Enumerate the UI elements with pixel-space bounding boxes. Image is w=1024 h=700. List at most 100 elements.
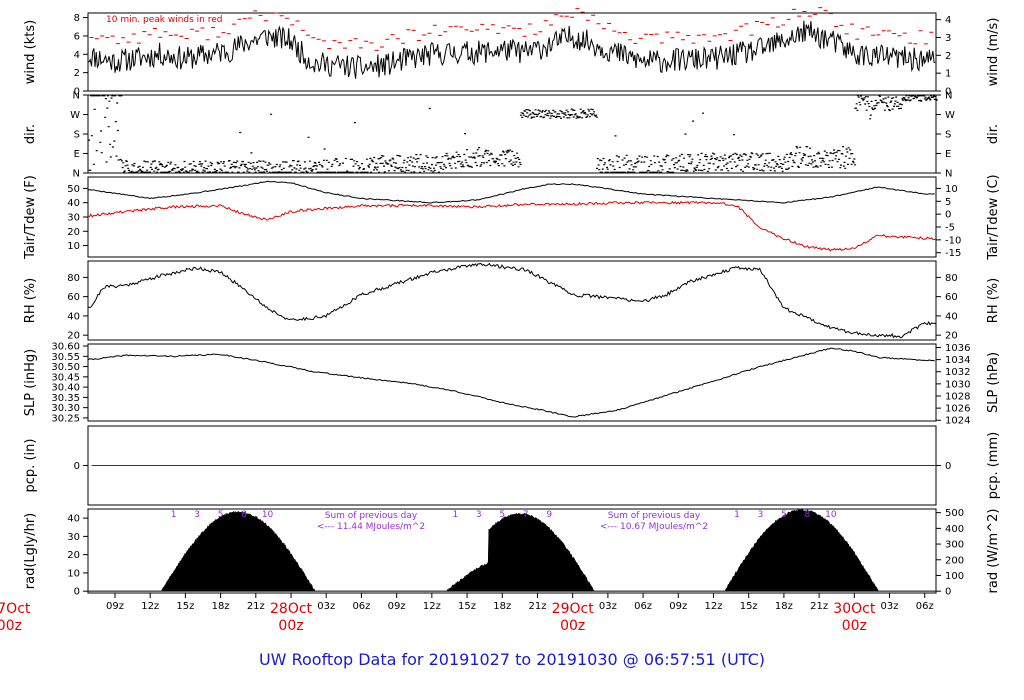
temp-left-tick-label-3: 40 (67, 198, 80, 209)
rad-hour-mark-6: 3 (476, 510, 482, 520)
panel-frame-rh (87, 260, 937, 341)
rad-hour-mark-12: 5 (781, 510, 787, 520)
rad-right-tick-label-3: 300 (945, 540, 964, 551)
wind-ylabel-right: wind (m/s) (986, 18, 1001, 87)
slp-left-tick-label-4: 30.45 (51, 372, 80, 383)
rad-sum-line1-1: Sum of previous day (608, 511, 701, 521)
rad-hour-mark-10: 1 (734, 510, 740, 520)
date-hour-label-3: 00z (842, 618, 867, 634)
hour-label-7: 09z (388, 601, 406, 612)
pcp-right-tick-label-0: 0 (945, 461, 951, 472)
hour-label-14: 09z (669, 601, 687, 612)
temp-right-tick-label-5: 10 (945, 184, 958, 195)
slp-right-tick-label-3: 1030 (945, 379, 970, 390)
rad-series-day-2 (444, 512, 595, 592)
rad-right-tick-label-1: 100 (945, 571, 964, 582)
hour-label-13: 06z (634, 601, 652, 612)
slp-ylabel: SLP (inHg) (23, 349, 38, 417)
slp-right-tick-label-0: 1024 (945, 416, 970, 427)
wind-left-tick-label-3: 6 (74, 31, 80, 42)
time-axis: 09z 12z 15z 18z 21z 03z 06z 09z 12z 15z 18z 21z 03z 0… (0, 593, 934, 634)
slp-left-tick-label-0: 30.25 (51, 413, 80, 424)
rad-hour-mark-11: 3 (758, 510, 764, 520)
temp-left-tick-label-4: 50 (67, 184, 80, 195)
hour-label-12: 03z (599, 601, 617, 612)
slp-series (87, 347, 935, 418)
rh-right-tick-label-0: 20 (945, 331, 958, 342)
temp-right-tick-label-2: -5 (945, 223, 955, 234)
hour-label-2: 15z (176, 601, 194, 612)
slp-left-tick-label-2: 30.35 (51, 393, 80, 404)
hour-label-6: 06z (352, 601, 370, 612)
rad-hour-mark-8: 7 (523, 510, 529, 520)
hour-label-19: 03z (881, 601, 899, 612)
temp-ylabel-right: Tair/Tdew (C) (986, 174, 1001, 260)
rad-series-day-3 (724, 508, 880, 592)
rad-hour-mark-3: 8 (241, 510, 247, 520)
rad-ylabel-right: rad (W/m^2) (986, 509, 1001, 594)
temp-right-tick-label-4: 5 (945, 197, 951, 208)
hour-label-18: 21z (810, 601, 828, 612)
hour-label-0: 09z (106, 601, 124, 612)
page-title: UW Rooftop Data for 20191027 to 20191030… (259, 650, 765, 669)
dir-right-tick-label-4: N (945, 91, 952, 102)
dir-series (88, 95, 938, 173)
tair-series (87, 180, 935, 204)
rh-left-tick-label-1: 40 (67, 311, 80, 322)
pcp-ylabel: pcp. (in) (23, 439, 38, 493)
hour-label-9: 15z (458, 601, 476, 612)
rad-hour-mark-0: 1 (171, 510, 177, 520)
rad-left-tick-label-0: 0 (74, 587, 80, 598)
panel-frame-temp (87, 176, 937, 258)
rad-sum-line2-0: <--- 11.44 MJoules/m^2 (317, 522, 425, 532)
rad-left-tick-label-2: 20 (67, 550, 80, 561)
rad-series-day-1 (160, 510, 316, 592)
wind-left-tick-label-1: 2 (74, 68, 80, 79)
wind-series (87, 20, 936, 79)
hour-label-1: 12z (141, 601, 159, 612)
temp-ylabel: Tair/Tdew (F) (23, 175, 38, 260)
dir-ylabel-right: dir. (986, 124, 1001, 144)
date-label-3: 30Oct (833, 601, 876, 617)
panel-frame-dir (87, 94, 937, 174)
dir-left-tick-label-4: N (73, 91, 80, 102)
temp-left-tick-label-1: 20 (67, 227, 80, 238)
rad-left-tick-label-4: 40 (67, 514, 80, 525)
date-hour-label-1: 00z (278, 618, 303, 634)
dir-left-tick-label-0: N (73, 169, 80, 180)
date-hour-label-2: 00z (560, 618, 585, 634)
rad-left-tick-label-3: 30 (67, 532, 80, 543)
dir-right-tick-label-1: E (945, 149, 951, 160)
rad-sum-line2-1: <--- 10.67 MJoules/m^2 (600, 522, 708, 532)
rh-left-tick-label-2: 60 (67, 292, 80, 303)
wind-right-tick-label-2: 2 (945, 51, 951, 62)
rad-right-tick-label-0: 0 (945, 587, 951, 598)
dir-right-tick-label-2: S (945, 130, 951, 141)
rh-right-tick-label-3: 80 (945, 273, 958, 284)
wind-left-tick-label-2: 4 (74, 50, 80, 61)
dir-right-tick-label-3: W (945, 110, 955, 121)
slp-left-tick-label-5: 30.50 (51, 362, 80, 373)
slp-right-tick-label-6: 1036 (945, 343, 970, 354)
rad-hour-mark-7: 5 (499, 510, 505, 520)
wind-right-tick-label-3: 3 (945, 33, 951, 44)
hour-label-5: 03z (317, 601, 335, 612)
hour-label-16: 15z (740, 601, 758, 612)
dir-right-tick-label-0: N (945, 169, 952, 180)
wind-peak-note: 10 min. peak winds in red (106, 15, 223, 25)
rad-sum-line1-0: Sum of previous day (325, 511, 418, 521)
dir-left-tick-label-1: E (74, 149, 80, 160)
temp-left-tick-label-2: 30 (67, 213, 80, 224)
rh-left-tick-label-3: 80 (67, 273, 80, 284)
panel-frame-rad (87, 508, 937, 594)
dir-left-tick-label-3: W (70, 110, 80, 121)
rad-hour-mark-13: 8 (805, 510, 811, 520)
hour-label-3: 18z (212, 601, 230, 612)
rh-ylabel-right: RH (%) (986, 278, 1001, 323)
rad-hour-mark-4: 10 (262, 510, 274, 520)
hour-label-15: 12z (705, 601, 723, 612)
hour-label-17: 18z (775, 601, 793, 612)
date-hour-label-0: 00z (0, 618, 22, 634)
wind-left-tick-label-0: 0 (74, 87, 80, 98)
